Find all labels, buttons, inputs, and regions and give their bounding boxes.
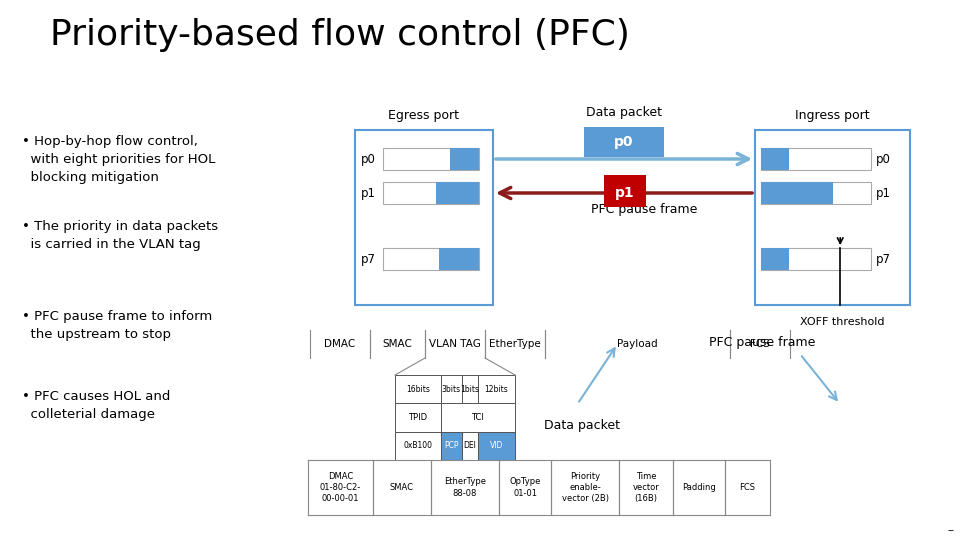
Text: SMAC: SMAC (390, 483, 414, 492)
Text: DEI: DEI (464, 441, 476, 450)
Bar (436, 182, 479, 204)
Bar (439, 248, 479, 270)
Text: Ingress port: Ingress port (795, 109, 870, 122)
Bar (395, 403, 441, 431)
Text: PFC pause frame: PFC pause frame (708, 336, 815, 349)
Bar (761, 182, 871, 204)
Bar (441, 375, 462, 403)
Text: p1: p1 (361, 186, 376, 199)
Bar (478, 375, 515, 403)
Bar (761, 248, 871, 270)
Bar (584, 127, 664, 157)
Text: TPID: TPID (408, 413, 427, 422)
Bar (450, 148, 479, 170)
Bar (761, 182, 832, 204)
Text: TCI: TCI (471, 413, 484, 422)
Text: SMAC: SMAC (383, 339, 413, 349)
Text: • The priority in data packets
  is carried in the VLAN tag: • The priority in data packets is carrie… (22, 220, 218, 251)
Text: • PFC pause frame to inform
  the upstream to stop: • PFC pause frame to inform the upstream… (22, 310, 212, 341)
Text: OpType
01-01: OpType 01-01 (510, 477, 540, 497)
Bar (383, 182, 479, 204)
Bar (355, 130, 493, 305)
Text: • PFC causes HOL and
  colleterial damage: • PFC causes HOL and colleterial damage (22, 390, 170, 421)
Bar (604, 175, 646, 207)
Text: XOFF threshold: XOFF threshold (800, 317, 884, 327)
Text: 0xB100: 0xB100 (403, 441, 432, 450)
Bar (478, 431, 515, 460)
Text: Priority
enable-
vector (2B): Priority enable- vector (2B) (562, 472, 609, 503)
Text: Data packet: Data packet (586, 106, 662, 119)
Text: Padding: Padding (683, 483, 716, 492)
Text: --: -- (948, 525, 955, 535)
Bar (761, 248, 788, 270)
Text: DMAC: DMAC (324, 339, 355, 349)
Text: 12bits: 12bits (485, 384, 508, 394)
Text: p0: p0 (876, 152, 891, 165)
Text: 1bits: 1bits (461, 384, 479, 394)
Text: p7: p7 (361, 253, 376, 266)
Text: Egress port: Egress port (389, 109, 460, 122)
Text: p0: p0 (614, 135, 634, 149)
Bar (395, 431, 441, 460)
Text: 16bits: 16bits (406, 384, 430, 394)
Bar (755, 130, 910, 305)
Bar (441, 403, 515, 431)
Text: VID: VID (490, 441, 503, 450)
Bar (383, 248, 479, 270)
Bar (383, 148, 479, 170)
Bar (462, 431, 478, 460)
Text: FCS: FCS (750, 339, 770, 349)
Bar (441, 431, 462, 460)
Text: Payload: Payload (617, 339, 658, 349)
Text: 3bits: 3bits (442, 384, 461, 394)
Bar (462, 375, 478, 403)
Text: PCP: PCP (444, 441, 459, 450)
Text: Time
vector
(16B): Time vector (16B) (633, 472, 660, 503)
Text: DMAC
01-80-C2-
00-00-01: DMAC 01-80-C2- 00-00-01 (320, 472, 361, 503)
Text: PFC pause frame: PFC pause frame (590, 203, 697, 216)
Text: • Hop-by-hop flow control,
  with eight priorities for HOL
  blocking mitigation: • Hop-by-hop flow control, with eight pr… (22, 135, 215, 184)
Text: Priority-based flow control (PFC): Priority-based flow control (PFC) (50, 18, 630, 52)
Bar (761, 148, 788, 170)
Text: FCS: FCS (739, 483, 756, 492)
Text: EtherType
88-08: EtherType 88-08 (444, 477, 486, 497)
Text: EtherType: EtherType (490, 339, 540, 349)
Text: p1: p1 (615, 186, 635, 200)
Text: p0: p0 (361, 152, 376, 165)
Text: p1: p1 (876, 186, 891, 199)
Text: VLAN TAG: VLAN TAG (429, 339, 481, 349)
Text: Data packet: Data packet (544, 419, 620, 432)
Bar (395, 375, 441, 403)
Text: p7: p7 (876, 253, 891, 266)
Bar (761, 148, 871, 170)
